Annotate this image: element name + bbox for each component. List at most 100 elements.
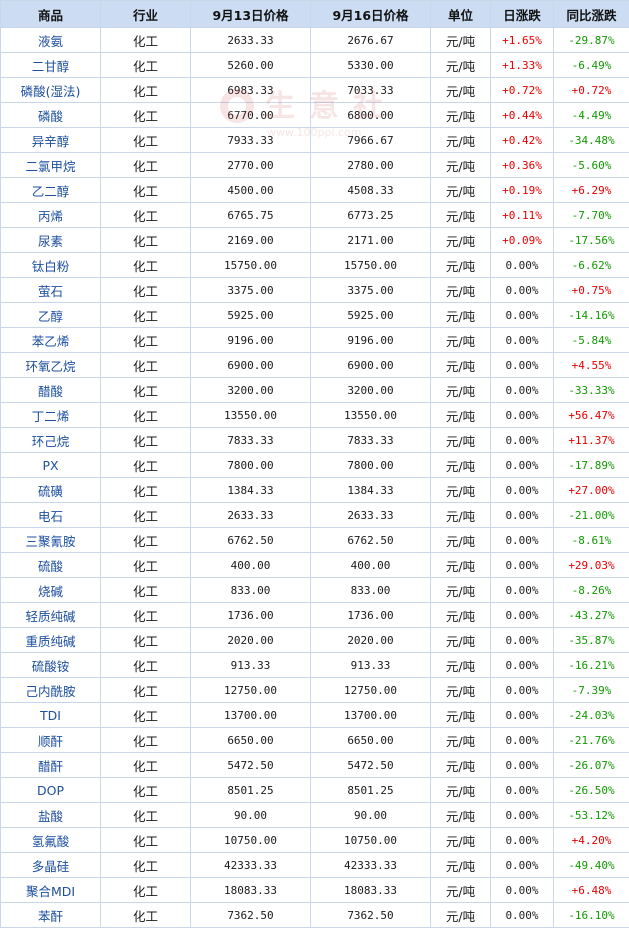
- product-name-cell[interactable]: 电石: [0, 502, 101, 528]
- product-name-cell[interactable]: 重质纯碱: [0, 627, 101, 653]
- industry-cell: 化工: [100, 452, 191, 478]
- product-name-cell[interactable]: 轻质纯碱: [0, 602, 101, 628]
- price-sep13-cell: 5925.00: [190, 302, 311, 328]
- product-name-cell[interactable]: 烧碱: [0, 577, 101, 603]
- price-sep13-cell: 9196.00: [190, 327, 311, 353]
- price-sep16-cell: 15750.00: [310, 252, 431, 278]
- unit-cell: 元/吨: [430, 752, 491, 778]
- unit-cell: 元/吨: [430, 702, 491, 728]
- daily-change-cell: 0.00%: [490, 402, 554, 428]
- product-name-cell[interactable]: 乙醇: [0, 302, 101, 328]
- price-sep13-cell: 13550.00: [190, 402, 311, 428]
- price-sep13-cell: 15750.00: [190, 252, 311, 278]
- yoy-change-cell: -34.48%: [553, 127, 629, 153]
- industry-cell: 化工: [100, 227, 191, 253]
- industry-cell: 化工: [100, 152, 191, 178]
- product-name-cell[interactable]: 磷酸(湿法): [0, 77, 101, 103]
- daily-change-cell: 0.00%: [490, 802, 554, 828]
- product-name-cell[interactable]: 液氨: [0, 27, 101, 53]
- header-price-sep16: 9月16日价格: [310, 0, 431, 28]
- product-name-cell[interactable]: 硫酸铵: [0, 652, 101, 678]
- product-name-cell[interactable]: 顺酐: [0, 727, 101, 753]
- price-sep13-cell: 4500.00: [190, 177, 311, 203]
- yoy-change-cell: +0.72%: [553, 77, 629, 103]
- unit-cell: 元/吨: [430, 377, 491, 403]
- price-sep13-cell: 90.00: [190, 802, 311, 828]
- yoy-change-cell: -29.87%: [553, 27, 629, 53]
- product-name-cell[interactable]: 丁二烯: [0, 402, 101, 428]
- industry-cell: 化工: [100, 502, 191, 528]
- table-row: 二氯甲烷 化工 2770.00 2780.00 元/吨 +0.36% -5.60%: [0, 152, 629, 178]
- product-name-cell[interactable]: 盐酸: [0, 802, 101, 828]
- price-sep13-cell: 6770.00: [190, 102, 311, 128]
- table-row: 醋酸 化工 3200.00 3200.00 元/吨 0.00% -33.33%: [0, 377, 629, 403]
- product-name-cell[interactable]: 尿素: [0, 227, 101, 253]
- industry-cell: 化工: [100, 777, 191, 803]
- price-sep13-cell: 7800.00: [190, 452, 311, 478]
- daily-change-cell: 0.00%: [490, 677, 554, 703]
- price-sep16-cell: 6650.00: [310, 727, 431, 753]
- product-name-cell[interactable]: 二氯甲烷: [0, 152, 101, 178]
- product-name-cell[interactable]: DOP: [0, 777, 101, 803]
- price-sep16-cell: 7362.50: [310, 902, 431, 928]
- product-name-cell[interactable]: 三聚氰胺: [0, 527, 101, 553]
- daily-change-cell: 0.00%: [490, 902, 554, 928]
- industry-cell: 化工: [100, 477, 191, 503]
- table-row: 尿素 化工 2169.00 2171.00 元/吨 +0.09% -17.56%: [0, 227, 629, 253]
- product-name-cell[interactable]: 二甘醇: [0, 52, 101, 78]
- product-name-cell[interactable]: 醋酸: [0, 377, 101, 403]
- product-name-cell[interactable]: 钛白粉: [0, 252, 101, 278]
- yoy-change-cell: -17.89%: [553, 452, 629, 478]
- product-name-cell[interactable]: 硫磺: [0, 477, 101, 503]
- product-name-cell[interactable]: TDI: [0, 702, 101, 728]
- price-sep16-cell: 4508.33: [310, 177, 431, 203]
- price-sep13-cell: 13700.00: [190, 702, 311, 728]
- unit-cell: 元/吨: [430, 202, 491, 228]
- table-row: 磷酸 化工 6770.00 6800.00 元/吨 +0.44% -4.49%: [0, 102, 629, 128]
- daily-change-cell: +1.33%: [490, 52, 554, 78]
- industry-cell: 化工: [100, 327, 191, 353]
- yoy-change-cell: -21.00%: [553, 502, 629, 528]
- daily-change-cell: 0.00%: [490, 302, 554, 328]
- price-sep13-cell: 42333.33: [190, 852, 311, 878]
- daily-change-cell: 0.00%: [490, 352, 554, 378]
- product-name-cell[interactable]: 苯酐: [0, 902, 101, 928]
- product-name-cell[interactable]: 环己烷: [0, 427, 101, 453]
- price-sep16-cell: 6900.00: [310, 352, 431, 378]
- product-name-cell[interactable]: 氢氟酸: [0, 827, 101, 853]
- yoy-change-cell: -6.62%: [553, 252, 629, 278]
- unit-cell: 元/吨: [430, 802, 491, 828]
- product-name-cell[interactable]: 萤石: [0, 277, 101, 303]
- product-name-cell[interactable]: 硫酸: [0, 552, 101, 578]
- price-sep13-cell: 10750.00: [190, 827, 311, 853]
- price-sep16-cell: 42333.33: [310, 852, 431, 878]
- price-sep13-cell: 2020.00: [190, 627, 311, 653]
- industry-cell: 化工: [100, 552, 191, 578]
- product-name-cell[interactable]: 丙烯: [0, 202, 101, 228]
- product-name-cell[interactable]: 环氧乙烷: [0, 352, 101, 378]
- product-name-cell[interactable]: 异辛醇: [0, 127, 101, 153]
- yoy-change-cell: -7.39%: [553, 677, 629, 703]
- product-name-cell[interactable]: 磷酸: [0, 102, 101, 128]
- price-sep13-cell: 7933.33: [190, 127, 311, 153]
- product-name-cell[interactable]: PX: [0, 452, 101, 478]
- yoy-change-cell: -21.76%: [553, 727, 629, 753]
- unit-cell: 元/吨: [430, 777, 491, 803]
- daily-change-cell: 0.00%: [490, 527, 554, 553]
- industry-cell: 化工: [100, 877, 191, 903]
- price-sep13-cell: 3375.00: [190, 277, 311, 303]
- product-name-cell[interactable]: 醋酐: [0, 752, 101, 778]
- price-sep16-cell: 5472.50: [310, 752, 431, 778]
- table-row: 环氧乙烷 化工 6900.00 6900.00 元/吨 0.00% +4.55%: [0, 352, 629, 378]
- product-name-cell[interactable]: 聚合MDI: [0, 877, 101, 903]
- price-sep13-cell: 2633.33: [190, 502, 311, 528]
- price-sep16-cell: 833.00: [310, 577, 431, 603]
- product-name-cell[interactable]: 己内酰胺: [0, 677, 101, 703]
- product-name-cell[interactable]: 多晶硅: [0, 852, 101, 878]
- product-name-cell[interactable]: 苯乙烯: [0, 327, 101, 353]
- product-name-cell[interactable]: 乙二醇: [0, 177, 101, 203]
- yoy-change-cell: -4.49%: [553, 102, 629, 128]
- industry-cell: 化工: [100, 202, 191, 228]
- unit-cell: 元/吨: [430, 152, 491, 178]
